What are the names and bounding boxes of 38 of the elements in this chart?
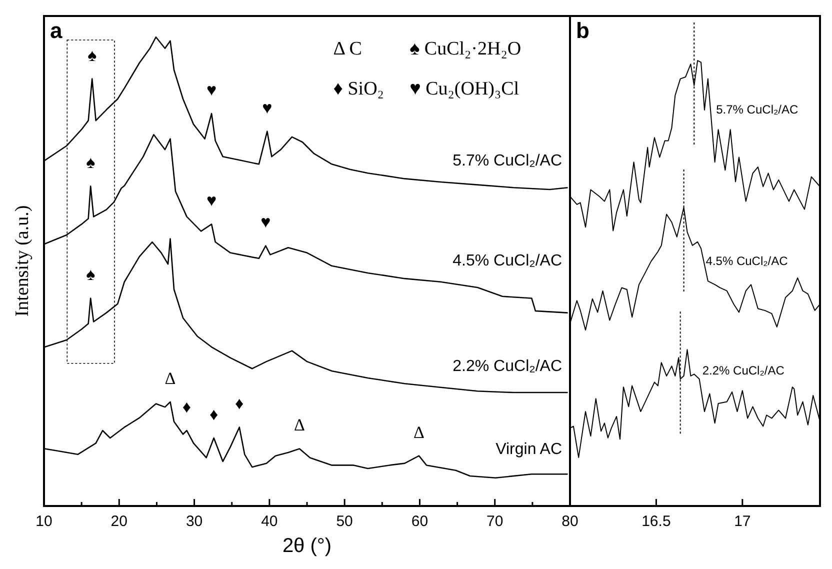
x-tick-label: 20: [110, 513, 128, 530]
annotation: ♠: [86, 153, 96, 172]
x-tick-label: 17: [734, 513, 751, 530]
x-tick-label: 80: [562, 513, 578, 530]
y-axis-title: Intensity (a.u.): [12, 205, 33, 317]
series-label: 5.7% CuCl₂/AC: [452, 152, 562, 170]
annotation: ♦: [235, 394, 244, 414]
series-label: 4.5% CuCl₂/AC: [452, 252, 562, 270]
annotation: ♥: [206, 191, 217, 210]
annotation: Δ: [294, 416, 306, 435]
annotation: ♥: [206, 80, 217, 100]
series-label: 2.2% CuCl₂/AC: [452, 358, 562, 375]
chart-title: a: [50, 18, 63, 43]
annotation: ♠: [86, 265, 96, 284]
series-label: 4.5% CuCl₂/AC: [706, 254, 788, 268]
x-tick-label: 40: [261, 513, 278, 530]
series-label: Virgin AC: [496, 440, 562, 458]
annotation: ♥: [260, 212, 271, 232]
annotation: ♦ SiO₂: [333, 78, 384, 100]
annotation: ♠: [88, 46, 97, 65]
x-tick-label: 70: [486, 513, 504, 530]
annotation: ♥: [262, 98, 272, 118]
series-label: 2.2% CuCl₂/AC: [702, 364, 785, 378]
annotation: ♠ CuCl₂·2H₂O: [410, 38, 522, 60]
x-axis-title: 2θ (°): [282, 535, 332, 557]
x-tick-label: 60: [411, 513, 428, 530]
annotation: Δ: [164, 368, 176, 388]
annotation: ♦: [209, 404, 218, 424]
x-tick-label: 10: [36, 513, 52, 530]
x-tick-label: 30: [186, 513, 203, 530]
annotation: Δ: [413, 422, 424, 442]
annotation: Δ C: [333, 38, 362, 60]
annotation: ♦: [182, 397, 192, 416]
annotation: ♥ Cu₂(OH)₃Cl: [410, 78, 520, 100]
chart-title: b: [576, 18, 590, 43]
series-label: 5.7% CuCl₂/AC: [716, 102, 798, 117]
x-tick-label: 16.5: [642, 513, 671, 530]
x-tick-label: 50: [336, 513, 353, 530]
